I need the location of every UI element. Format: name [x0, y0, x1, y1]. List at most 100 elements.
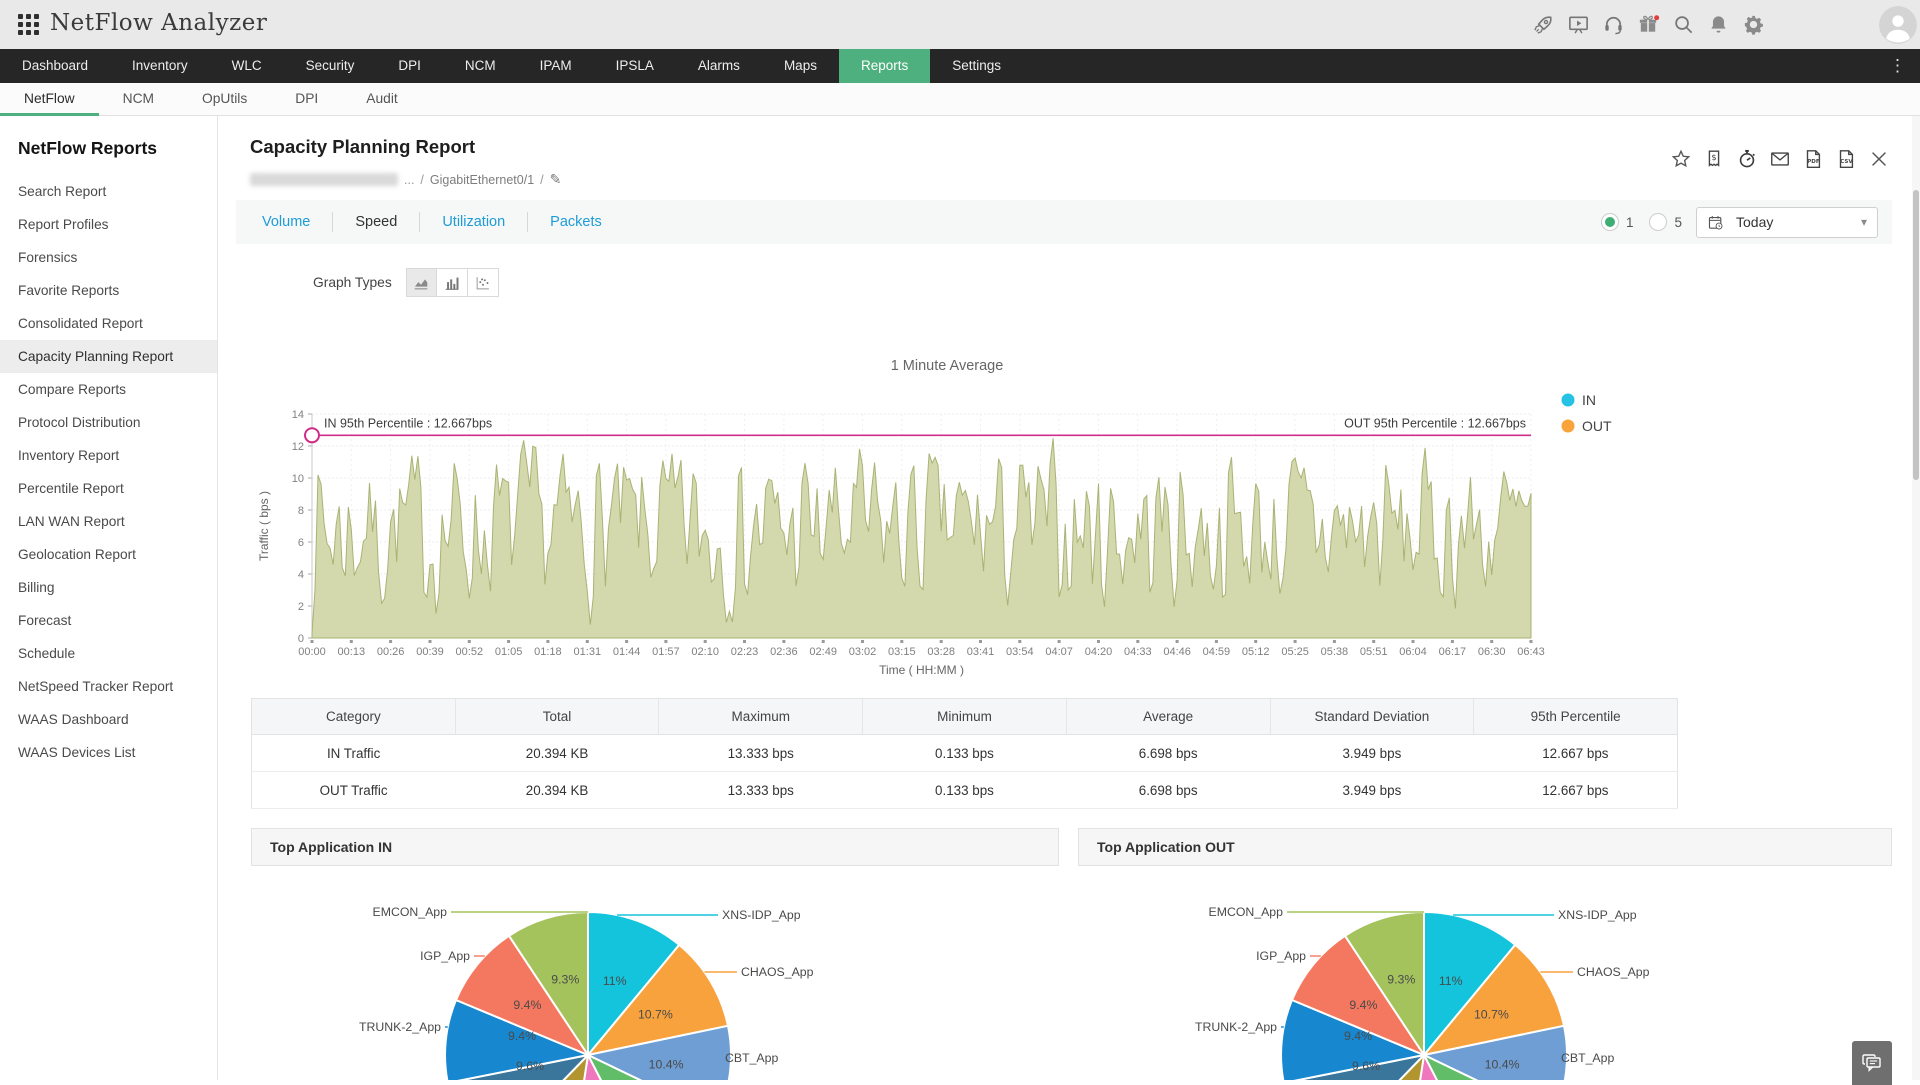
- pie-slice-cbt-app[interactable]: [1420, 1024, 1569, 1080]
- tab-speed[interactable]: Speed: [332, 212, 419, 232]
- sidebar-item-geolocation-report[interactable]: Geolocation Report: [18, 547, 136, 562]
- granularity-radio-1[interactable]: 1: [1600, 213, 1633, 231]
- sidebar-item-protocol-distribution[interactable]: Protocol Distribution: [18, 415, 141, 430]
- sidebar-item-waas-devices-list[interactable]: WAAS Devices List: [18, 745, 136, 760]
- sidebar-item-consolidated-report[interactable]: Consolidated Report: [18, 316, 143, 331]
- favorite-star-icon[interactable]: [1670, 148, 1692, 170]
- stats-col-standard-deviation: Standard Deviation: [1270, 698, 1475, 735]
- graph-type-scatter-chart-button[interactable]: [467, 268, 499, 297]
- sidebar-item-inventory-report[interactable]: Inventory Report: [18, 448, 120, 463]
- billing-icon[interactable]: $: [1703, 148, 1725, 170]
- settings-gear-icon[interactable]: [1742, 13, 1765, 36]
- rocket-icon[interactable]: [1532, 13, 1555, 36]
- pie-slice-igp-app[interactable]: [1290, 934, 1427, 1058]
- pie-slice-trunk-2-app[interactable]: [444, 998, 592, 1080]
- sidebar-item-lan-wan-report[interactable]: LAN WAN Report: [18, 514, 125, 529]
- nav-item-maps[interactable]: Maps: [783, 58, 817, 73]
- svg-text:00:00: 00:00: [298, 646, 326, 658]
- date-range-dropdown[interactable]: Today ▾: [1696, 206, 1878, 238]
- sidebar-item-billing[interactable]: Billing: [18, 580, 55, 595]
- page-scrollbar[interactable]: [1912, 116, 1920, 1080]
- sidebar-item-waas-dashboard[interactable]: WAAS Dashboard: [18, 712, 129, 727]
- whats-new-gift-icon[interactable]: [1637, 13, 1660, 36]
- nav-item-ipam[interactable]: IPAM: [539, 58, 572, 73]
- export-pdf-icon[interactable]: PDF: [1802, 148, 1824, 170]
- radio-circle: [1649, 213, 1668, 231]
- stats-col-category: Category: [251, 698, 456, 735]
- sidebar-item-search-report[interactable]: Search Report: [18, 184, 107, 199]
- svg-text:8: 8: [298, 505, 304, 517]
- pie-slice-app[interactable]: [1421, 1052, 1553, 1080]
- legend-item-in[interactable]: IN: [1561, 392, 1597, 408]
- pie-slice-cbt-app[interactable]: [584, 1024, 733, 1080]
- edit-pencil-icon[interactable]: ✎: [549, 171, 562, 187]
- pie-slice-igp-app[interactable]: [454, 934, 591, 1058]
- nav-item-ncm[interactable]: NCM: [464, 58, 496, 73]
- nav-overflow-icon[interactable]: ⋮: [1889, 56, 1906, 75]
- radio-label: 5: [1674, 214, 1682, 230]
- subnav-item-audit[interactable]: Audit: [366, 91, 398, 106]
- tab-packets[interactable]: Packets: [527, 212, 624, 232]
- close-icon[interactable]: [1868, 148, 1890, 170]
- support-headset-icon[interactable]: [1602, 13, 1625, 36]
- pie-slice-trunk-2-app[interactable]: [1280, 998, 1428, 1080]
- pie-pct-label: 9.4%: [1344, 1029, 1372, 1043]
- sidebar-item-favorite-reports[interactable]: Favorite Reports: [18, 283, 120, 298]
- pie-callout-label-xns-idp-app: XNS-IDP_App: [1558, 908, 1637, 922]
- pie-slice-app[interactable]: [566, 1051, 653, 1080]
- sidebar-item-compare-reports[interactable]: Compare Reports: [18, 382, 127, 397]
- nav-item-settings[interactable]: Settings: [952, 58, 1002, 73]
- scrollbar-thumb[interactable]: [1913, 190, 1919, 480]
- email-icon[interactable]: [1769, 148, 1791, 170]
- nav-item-reports[interactable]: Reports: [838, 49, 931, 83]
- traffic-area-series[interactable]: [311, 438, 1532, 639]
- svg-text:02:10: 02:10: [691, 646, 719, 658]
- graph-type-area-chart-button[interactable]: [405, 268, 437, 297]
- subnav-item-netflow[interactable]: NetFlow: [0, 83, 99, 116]
- subnav-item-dpi[interactable]: DPI: [295, 91, 319, 106]
- sidebar-item-netspeed-tracker-report[interactable]: NetSpeed Tracker Report: [18, 679, 174, 694]
- pie-slice-xns-idp-app[interactable]: [587, 910, 681, 1058]
- pie-slice-chaos-app[interactable]: [1421, 943, 1566, 1057]
- nav-item-ipsla[interactable]: IPSLA: [615, 58, 654, 73]
- search-icon[interactable]: [1672, 13, 1695, 36]
- nav-item-wlc[interactable]: WLC: [231, 58, 262, 73]
- tab-utilization[interactable]: Utilization: [419, 212, 527, 232]
- tab-volume[interactable]: Volume: [262, 214, 311, 230]
- schedule-timer-icon[interactable]: [1736, 148, 1758, 170]
- sidebar-item-schedule[interactable]: Schedule: [18, 646, 76, 661]
- pie-pct-label: 10.7%: [638, 1007, 673, 1021]
- nav-item-security[interactable]: Security: [305, 58, 355, 73]
- demo-video-icon[interactable]: [1567, 13, 1590, 36]
- pie-slice-xns-idp-app[interactable]: [1423, 910, 1517, 1058]
- nav-item-dashboard[interactable]: Dashboard: [22, 58, 89, 73]
- legend-item-out[interactable]: OUT: [1561, 418, 1613, 434]
- feedback-chat-button[interactable]: [1852, 1041, 1892, 1085]
- pie-slice-chaos-app[interactable]: [585, 943, 730, 1057]
- sidebar-item-capacity-planning-report[interactable]: Capacity Planning Report: [0, 340, 217, 373]
- sidebar-item-forecast[interactable]: Forecast: [18, 613, 72, 628]
- nav-item-alarms[interactable]: Alarms: [697, 58, 740, 73]
- in-percentile-label: IN 95th Percentile : 12.667bps: [324, 416, 492, 430]
- subnav-item-ncm[interactable]: NCM: [122, 91, 155, 106]
- pie-slice-app[interactable]: [585, 1052, 717, 1080]
- export-csv-icon[interactable]: CSV: [1835, 148, 1857, 170]
- sidebar-item-report-profiles[interactable]: Report Profiles: [18, 217, 109, 232]
- nav-item-dpi[interactable]: DPI: [398, 58, 421, 73]
- pie-callout-label-xns-idp-app: XNS-IDP_App: [722, 908, 801, 922]
- notifications-bell-icon[interactable]: [1707, 13, 1730, 36]
- nav-item-inventory[interactable]: Inventory: [132, 58, 188, 73]
- chart-title: 1 Minute Average: [891, 358, 1004, 374]
- subnav-item-oputils[interactable]: OpUtils: [202, 91, 248, 106]
- user-avatar[interactable]: [1879, 6, 1917, 44]
- graph-type-buttons: [405, 268, 499, 297]
- sidebar-item-forensics[interactable]: Forensics: [18, 250, 78, 265]
- granularity-radio-5[interactable]: 5: [1649, 213, 1682, 231]
- sidebar-title: NetFlow Reports: [18, 138, 158, 158]
- graph-type-bar-chart-button[interactable]: [436, 268, 468, 297]
- svg-text:01:31: 01:31: [574, 646, 602, 658]
- apps-grid-icon[interactable]: [18, 14, 39, 35]
- pie-slice-app[interactable]: [1402, 1051, 1489, 1080]
- sidebar-item-percentile-report[interactable]: Percentile Report: [18, 481, 124, 496]
- percentile-marker[interactable]: [304, 427, 320, 444]
